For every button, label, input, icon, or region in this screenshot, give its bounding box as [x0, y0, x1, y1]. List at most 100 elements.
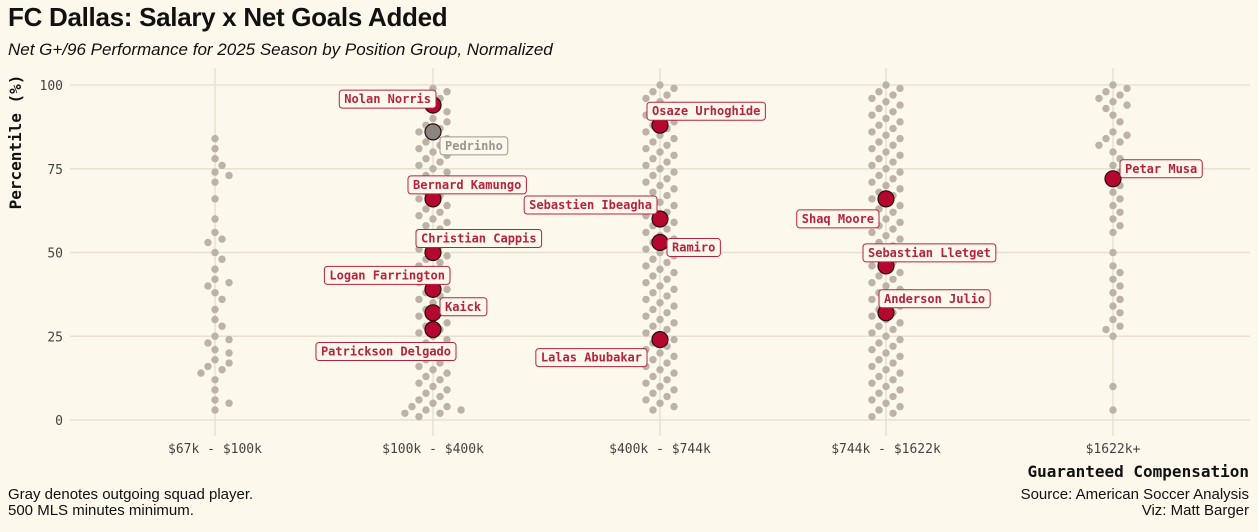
- y-tick-label: 25: [47, 330, 63, 345]
- league-point: [868, 94, 876, 103]
- league-point: [443, 218, 451, 227]
- player-label: Ramiro: [666, 237, 721, 257]
- league-point: [663, 191, 671, 200]
- league-point: [1116, 322, 1124, 330]
- league-point: [670, 218, 678, 227]
- league-point: [429, 399, 437, 407]
- league-point: [415, 295, 423, 304]
- league-point: [663, 258, 671, 267]
- player-label: Bernard Kamungo: [407, 175, 527, 195]
- league-point: [656, 265, 664, 273]
- league-point: [670, 201, 678, 210]
- league-point: [422, 155, 430, 163]
- league-point: [415, 312, 423, 320]
- league-point: [1116, 138, 1124, 146]
- y-axis-title: Percentile (%): [6, 75, 25, 210]
- y-axis-ticks: 0 25 50 75 100: [40, 79, 63, 429]
- league-point: [1109, 332, 1117, 340]
- x-axis-title: Guaranteed Compensation: [1027, 462, 1249, 481]
- player-label-box: [323, 265, 451, 285]
- player-label: Petar Musa: [1119, 159, 1203, 179]
- league-point: [670, 319, 678, 327]
- league-point: [443, 386, 451, 394]
- league-point: [663, 309, 671, 317]
- league-point: [211, 215, 219, 223]
- player-label: Kaick: [439, 297, 488, 317]
- league-point: [1109, 275, 1117, 283]
- league-point: [649, 88, 657, 96]
- league-point: [1102, 134, 1110, 143]
- league-point: [656, 148, 664, 156]
- viz-credit: Viz: Matt Barger: [1141, 502, 1249, 519]
- league-point: [211, 275, 219, 283]
- league-point: [211, 178, 219, 186]
- league-point: [896, 201, 904, 210]
- league-point: [642, 144, 650, 153]
- league-point: [218, 295, 226, 304]
- x-tick-label: $1622k+: [1086, 442, 1141, 457]
- league-point: [1116, 195, 1124, 203]
- footnote-line-1: Gray denotes outgoing squad player.: [8, 486, 254, 503]
- league-point: [211, 134, 219, 143]
- league-point: [204, 339, 212, 347]
- league-point: [670, 402, 678, 411]
- league-point: [656, 315, 664, 324]
- player-label-box: [407, 175, 527, 195]
- league-point: [663, 359, 671, 367]
- league-point: [649, 406, 657, 414]
- league-point: [642, 396, 650, 404]
- y-tick-label: 0: [55, 414, 63, 429]
- credits: Source: American Soccer Analysis Viz: Ma…: [1021, 487, 1249, 519]
- league-point: [1109, 262, 1117, 270]
- league-point: [875, 356, 883, 364]
- league-point: [868, 111, 876, 119]
- league-point: [896, 118, 904, 126]
- league-point: [889, 409, 897, 417]
- league-point: [896, 151, 904, 160]
- league-point: [882, 98, 890, 106]
- league-point: [663, 392, 671, 401]
- player-label-text: Bernard Kamungo: [413, 178, 521, 192]
- league-point: [889, 208, 897, 216]
- league-point: [436, 359, 444, 367]
- league-point: [415, 161, 423, 170]
- league-point: [225, 399, 233, 407]
- league-point: [656, 165, 664, 173]
- league-point: [896, 369, 904, 377]
- player-label: Logan Farrington: [323, 265, 451, 285]
- player-label-box: [646, 101, 766, 121]
- league-point: [1116, 268, 1124, 277]
- league-point: [896, 386, 904, 394]
- league-point: [882, 81, 890, 89]
- league-point: [415, 329, 423, 337]
- league-point: [868, 228, 876, 237]
- league-point: [415, 128, 423, 136]
- league-point: [443, 108, 451, 116]
- player-label-text: Pedrinho: [445, 139, 503, 153]
- league-point: [656, 349, 664, 357]
- player-label-text: Kaick: [445, 300, 482, 314]
- player-label: Christian Cappis: [415, 229, 543, 248]
- league-point: [1109, 228, 1117, 237]
- league-point: [642, 379, 650, 387]
- league-point: [1109, 128, 1117, 136]
- league-point: [408, 402, 416, 411]
- league-point: [882, 399, 890, 407]
- league-point: [1123, 84, 1131, 93]
- league-point: [211, 315, 219, 324]
- league-point: [889, 392, 897, 401]
- league-point: [443, 285, 451, 294]
- chart-title: FC Dallas: Salary x Net Goals Added: [8, 2, 448, 32]
- y-tick-label: 50: [47, 247, 63, 262]
- player-label-box: [796, 209, 880, 229]
- league-point: [889, 376, 897, 384]
- player-label-text: Patrickson Delgado: [321, 345, 451, 359]
- league-point: [663, 158, 671, 166]
- league-point: [436, 258, 444, 267]
- league-point: [868, 412, 876, 421]
- league-point: [211, 356, 219, 364]
- league-point: [868, 262, 876, 270]
- league-point: [670, 185, 678, 193]
- league-point: [868, 345, 876, 354]
